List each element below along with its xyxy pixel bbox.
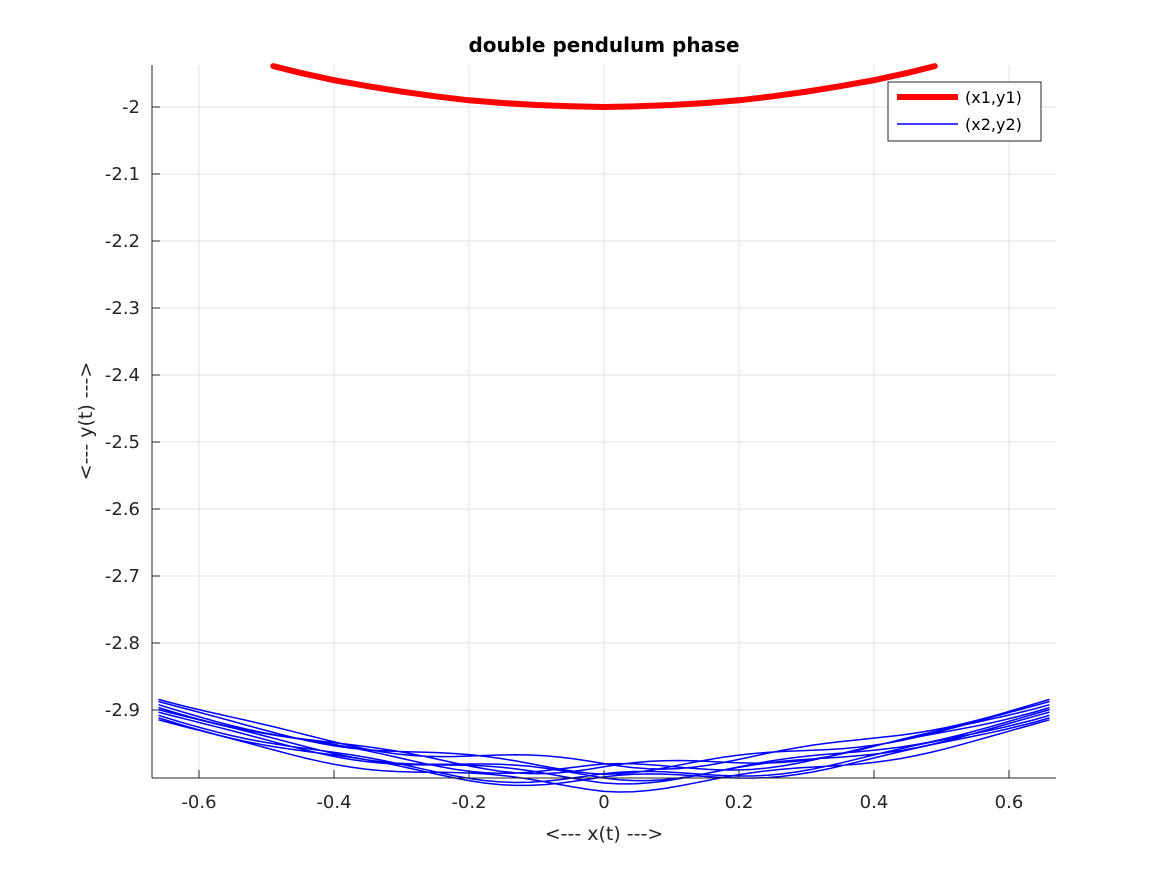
- y-tick-label: -2.9: [105, 700, 140, 721]
- y-axis-label: <--- y(t) --->: [75, 362, 97, 481]
- x-tick-label: -0.6: [181, 792, 216, 813]
- y-tick-label: -2.3: [105, 298, 140, 319]
- y-tick-label: -2.4: [105, 365, 140, 386]
- x-tick-label: -0.4: [316, 792, 351, 813]
- x-tick-label: 0.2: [725, 792, 754, 813]
- y-tick-label: -2.1: [105, 164, 140, 185]
- legend-label-series-2: (x2,y2): [965, 115, 1022, 134]
- legend-label-series-1: (x1,y1): [965, 88, 1022, 107]
- x-ticks-group: -0.6 -0.4 -0.2 0 0.2 0.4 0.6: [181, 770, 1023, 813]
- y-tick-label: -2.8: [105, 633, 140, 654]
- y-ticks-group: -2 -2.1 -2.2 -2.3 -2.4 -2.5 -2.6 -2.7 -2.8 -2.9: [105, 97, 160, 721]
- y-tick-label: -2.5: [105, 432, 140, 453]
- grid-lines: [152, 65, 1056, 778]
- legend: (x1,y1) (x2,y2): [887, 81, 1042, 142]
- x-tick-label: 0: [598, 792, 609, 813]
- y-tick-label: -2: [122, 97, 140, 118]
- x-tick-label: 0.4: [860, 792, 889, 813]
- series-x1-y1-line: [270, 63, 938, 110]
- y-tick-label: -2.6: [105, 499, 140, 520]
- x-tick-label: -0.2: [451, 792, 486, 813]
- x-tick-label: 0.6: [995, 792, 1024, 813]
- legend-box: [887, 81, 1042, 142]
- x-axis-label: <--- x(t) --->: [545, 823, 664, 845]
- y-tick-label: -2.2: [105, 231, 140, 252]
- chart-title: double pendulum phase: [468, 33, 739, 57]
- y-tick-label: -2.7: [105, 566, 140, 587]
